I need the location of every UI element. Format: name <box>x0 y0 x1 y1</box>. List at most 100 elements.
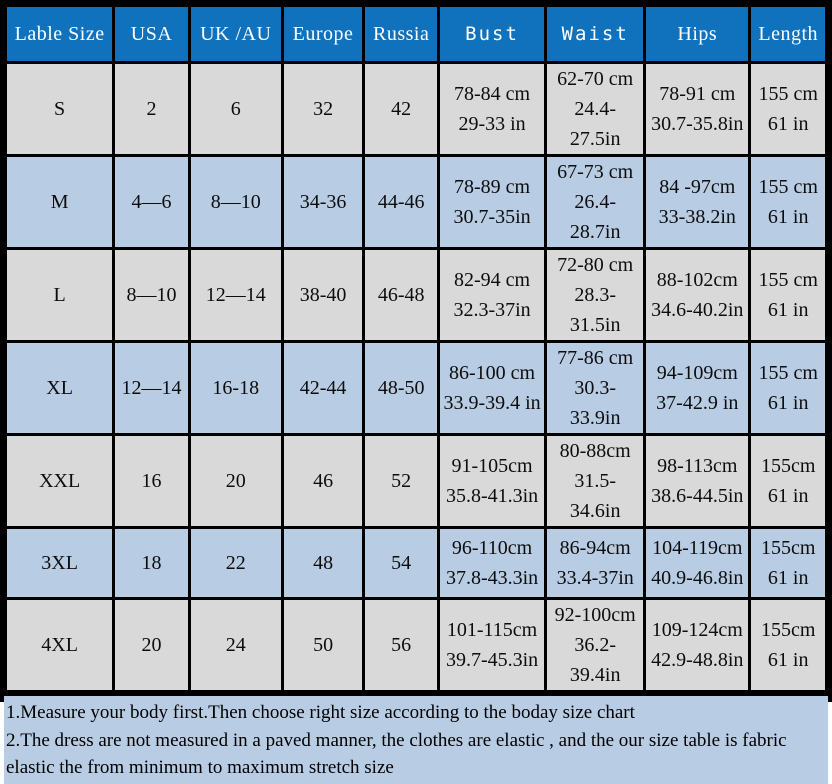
measurement-line: 61 in <box>767 392 809 414</box>
note-line-1: 1.Measure your body first.Then choose ri… <box>6 702 635 723</box>
value-cell: 155 cm 61 in <box>748 247 828 343</box>
measurement-line: 30.7-35in <box>453 206 531 228</box>
measurement-line: 84 -97cm <box>659 176 736 198</box>
measurement-line: 33-38.2in <box>658 206 736 228</box>
measurement-line: 67-73 cm <box>557 161 634 183</box>
measurement-line: 77-86 cm <box>557 347 634 369</box>
table-row: S 2 6 32 42 78-84 cm 29-33 in 62-70 cm 24.4-27.5… <box>3 61 828 157</box>
table-row: XL 12—14 16-18 42-44 48-50 86-100 cm 33.9-39.4… <box>3 340 828 436</box>
value-cell: 56 <box>362 597 440 693</box>
value-cell: 155cm 61 in <box>748 526 828 600</box>
value-cell: 20 <box>112 597 191 693</box>
measurement-line: 94-109cm <box>656 362 738 384</box>
size-label-cell: XXL <box>3 433 116 529</box>
measurement-line: 32.3-37in <box>453 299 531 321</box>
measurement-line: 38.6-44.5in <box>651 485 744 507</box>
value-cell: 18 <box>112 526 191 600</box>
measurement-line: 155 cm <box>758 176 818 198</box>
column-header: Lable Size <box>3 4 116 64</box>
measurement-line: 78-89 cm <box>454 176 531 198</box>
note-line-2: 2.The dress are not measured in a paved … <box>6 729 787 779</box>
value-cell: 88-102cm 34.6-40.2in <box>643 247 752 343</box>
size-label-cell: XL <box>3 340 116 436</box>
value-cell: 78-89 cm 30.7-35in <box>436 154 548 250</box>
value-cell: 101-115cm 39.7-45.3in <box>436 597 548 693</box>
measurement-line: 86-100 cm <box>449 362 536 384</box>
column-header: Length <box>748 4 828 64</box>
measurement-line: 155cm <box>760 619 816 641</box>
measurement-line: 155cm <box>760 537 816 559</box>
column-header: USA <box>112 4 191 64</box>
value-cell: 78-91 cm 30.7-35.8in <box>643 61 752 157</box>
value-cell: 34-36 <box>280 154 366 250</box>
value-cell: 42-44 <box>280 340 366 436</box>
measurement-line: 61 in <box>767 485 809 507</box>
column-header: Europe <box>280 4 366 64</box>
measurement-line: 80-88cm <box>559 440 631 462</box>
value-cell: 84 -97cm 33-38.2in <box>643 154 752 250</box>
column-header: UK /AU <box>187 4 284 64</box>
value-cell: 80-88cm 31.5-34.6in <box>544 433 647 529</box>
value-cell: 91-105cm 35.8-41.3in <box>436 433 548 529</box>
size-label-cell: S <box>3 61 116 157</box>
value-cell: 46-48 <box>362 247 440 343</box>
measurement-line: 78-84 cm <box>454 83 531 105</box>
measurement-line: 88-102cm <box>656 269 738 291</box>
value-cell: 12—14 <box>187 247 284 343</box>
measurement-line: 72-80 cm <box>557 254 634 276</box>
value-cell: 20 <box>187 433 284 529</box>
value-cell: 2 <box>112 61 191 157</box>
value-cell: 77-86 cm 30.3-33.9in <box>544 340 647 436</box>
value-cell: 44-46 <box>362 154 440 250</box>
value-cell: 155cm 61 in <box>748 433 828 529</box>
value-cell: 109-124cm 42.9-48.8in <box>643 597 752 693</box>
value-cell: 42 <box>362 61 440 157</box>
value-cell: 92-100cm 36.2-39.4in <box>544 597 647 693</box>
size-label-cell: L <box>3 247 116 343</box>
value-cell: 16-18 <box>187 340 284 436</box>
column-header: Hips <box>643 4 752 64</box>
measurement-line: 35.8-41.3in <box>445 485 539 507</box>
value-cell: 38-40 <box>280 247 366 343</box>
measurement-line: 92-100cm <box>554 604 636 626</box>
column-header: Bust <box>436 4 548 64</box>
measurement-line: 37.8-43.3in <box>445 567 539 589</box>
table-row: M 4—6 8—10 34-36 44-46 78-89 cm 30.7-35in 67-73… <box>3 154 828 250</box>
value-cell: 104-119cm 40.9-46.8in <box>643 526 752 600</box>
value-cell: 8—10 <box>112 247 191 343</box>
measurement-line: 155 cm <box>758 362 818 384</box>
value-cell: 86-100 cm 33.9-39.4 in <box>436 340 548 436</box>
value-cell: 48-50 <box>362 340 440 436</box>
measurement-line: 62-70 cm <box>557 68 634 90</box>
measurement-line: 33.4-37in <box>556 567 634 589</box>
column-header: Waist <box>544 4 647 64</box>
measurement-line: 30.3-33.9in <box>569 377 621 429</box>
value-cell: 8—10 <box>187 154 284 250</box>
measurement-line: 29-33 in <box>458 113 526 135</box>
value-cell: 96-110cm 37.8-43.3in <box>436 526 548 600</box>
measurement-line: 40.9-46.8in <box>651 567 744 589</box>
measurement-line: 61 in <box>767 649 809 671</box>
measurement-line: 98-113cm <box>657 455 738 477</box>
measurement-line: 155 cm <box>758 83 818 105</box>
measurement-line: 78-91 cm <box>659 83 736 105</box>
measurement-line: 91-105cm <box>451 455 533 477</box>
size-label-cell: 4XL <box>3 597 116 693</box>
value-cell: 72-80 cm 28.3-31.5in <box>544 247 647 343</box>
measurement-line: 26.4-28.7in <box>569 191 621 243</box>
measurement-line: 33.9-39.4 in <box>443 392 541 414</box>
value-cell: 16 <box>112 433 191 529</box>
column-header: Russia <box>362 4 440 64</box>
value-cell: 12—14 <box>112 340 191 436</box>
value-cell: 46 <box>280 433 366 529</box>
table-row: 3XL 18 22 48 54 96-110cm 37.8-43.3in 86-94cm 33.… <box>3 526 828 600</box>
measurement-line: 30.7-35.8in <box>651 113 744 135</box>
measurement-line: 86-94cm <box>559 537 631 559</box>
value-cell: 94-109cm 37-42.9 in <box>643 340 752 436</box>
table-row: L 8—10 12—14 38-40 46-48 82-94 cm 32.3-37in 72-… <box>3 247 828 343</box>
value-cell: 155 cm 61 in <box>748 154 828 250</box>
notes-section: 1.Measure your body first.Then choose ri… <box>4 693 828 784</box>
measurement-line: 61 in <box>767 299 809 321</box>
value-cell: 86-94cm 33.4-37in <box>544 526 647 600</box>
